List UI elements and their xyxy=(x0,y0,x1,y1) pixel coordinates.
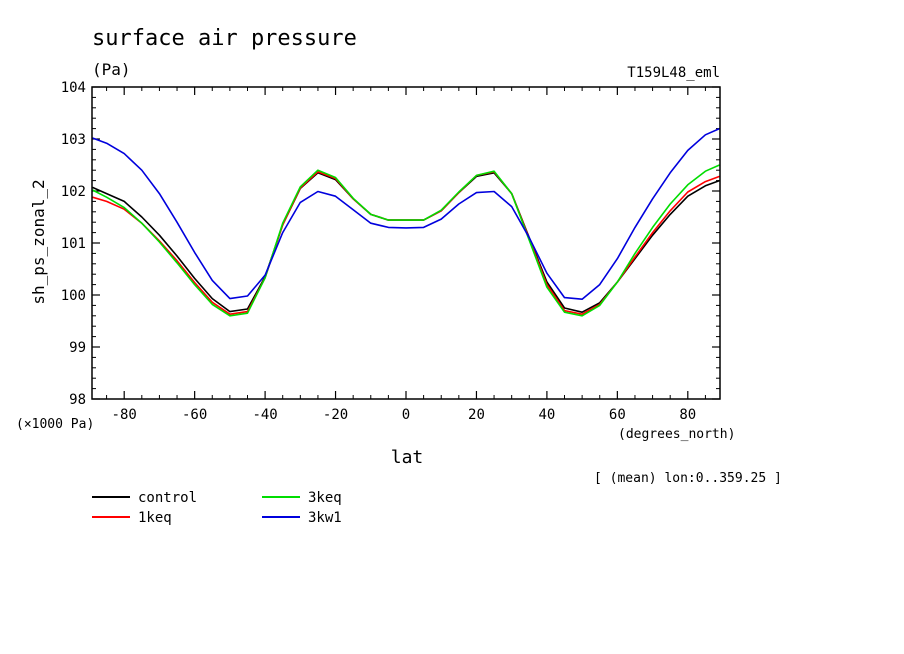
series-line-3keq xyxy=(92,164,720,317)
x-axis-label: lat xyxy=(391,447,424,468)
legend-label-3keq: 3keq xyxy=(308,490,342,506)
y-scale-note: (×1000 Pa) xyxy=(16,417,94,432)
y-tick-label: 102 xyxy=(61,184,86,200)
y-tick-label: 100 xyxy=(61,288,86,304)
legend: control 1keq 3keq 3kw1 xyxy=(92,490,342,526)
x-tick-label: 80 xyxy=(679,407,696,423)
units-label: (Pa) xyxy=(92,60,131,79)
x-tick-label: -40 xyxy=(252,407,277,423)
x-tick-label: -60 xyxy=(182,407,207,423)
x-axis-units: (degrees_north) xyxy=(618,427,735,442)
run-label: T159L48_eml xyxy=(627,65,720,81)
x-tick-label: 60 xyxy=(609,407,626,423)
x-tick-label: -20 xyxy=(323,407,348,423)
chart-title: surface air pressure xyxy=(92,26,357,51)
y-axis-label: sh_ps_zonal_2 xyxy=(29,179,48,304)
series-line-3kw1 xyxy=(92,127,720,301)
averaging-note: [ (mean) lon:0..359.25 ] xyxy=(594,471,782,486)
plot-frame xyxy=(91,86,721,400)
x-tick-label: -80 xyxy=(112,407,137,423)
y-tick-label: 104 xyxy=(61,80,86,96)
x-tick-label: 20 xyxy=(468,407,485,423)
y-tick-label: 101 xyxy=(61,236,86,252)
y-tick-label: 98 xyxy=(69,392,86,408)
x-tick-label: 40 xyxy=(538,407,555,423)
series-line-control xyxy=(92,172,720,314)
y-tick-label: 103 xyxy=(61,132,86,148)
y-tick-label: 99 xyxy=(69,340,86,356)
legend-label-3kw1: 3kw1 xyxy=(308,510,342,526)
series-lines xyxy=(92,127,720,317)
x-tick-label: 0 xyxy=(402,407,410,423)
legend-label-1keq: 1keq xyxy=(138,510,172,526)
legend-label-control: control xyxy=(138,490,197,506)
